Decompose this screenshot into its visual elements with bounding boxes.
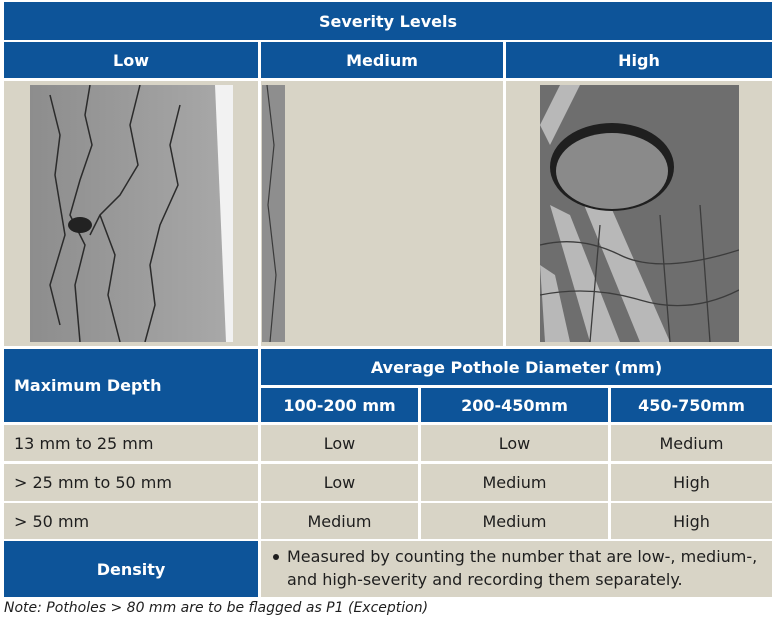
- group-header: Average Pothole Diameter (mm): [261, 349, 772, 385]
- high-severity-photo: [540, 85, 739, 342]
- column-header: Low: [4, 42, 258, 78]
- severity-cell: High: [611, 464, 772, 501]
- bullet: [273, 554, 279, 560]
- severity-cell: Low: [261, 425, 418, 461]
- low-severity-photo: [30, 85, 233, 342]
- severity-cell: Medium: [261, 503, 418, 539]
- severity-cell: Low: [261, 464, 418, 501]
- column-header: 100-200 mm: [261, 388, 418, 422]
- column-header: 450-750mm: [611, 388, 772, 422]
- row-header-title: Maximum Depth: [4, 349, 258, 422]
- row-label: > 50 mm: [4, 503, 258, 539]
- column-header: High: [506, 42, 772, 78]
- row-label: > 25 mm to 50 mm: [4, 464, 258, 501]
- table-title: Severity Levels: [4, 2, 772, 40]
- severity-cell: Medium: [421, 503, 608, 539]
- severity-cell: Medium: [421, 464, 608, 501]
- severity-cell: Low: [421, 425, 608, 461]
- photo-cell: [261, 81, 503, 346]
- column-header: 200-450mm: [421, 388, 608, 422]
- footnote: Note: Potholes > 80 mm are to be flagged…: [4, 600, 429, 616]
- severity-cell: High: [611, 503, 772, 539]
- density-description: Measured by counting the number that are…: [261, 541, 772, 597]
- severity-cell: Medium: [611, 425, 772, 461]
- row-label: 13 mm to 25 mm: [4, 425, 258, 461]
- column-header: Medium: [261, 42, 503, 78]
- density-text: Measured by counting the number that are…: [287, 547, 758, 589]
- medium-severity-photo: [262, 85, 285, 342]
- density-label: Density: [4, 541, 258, 597]
